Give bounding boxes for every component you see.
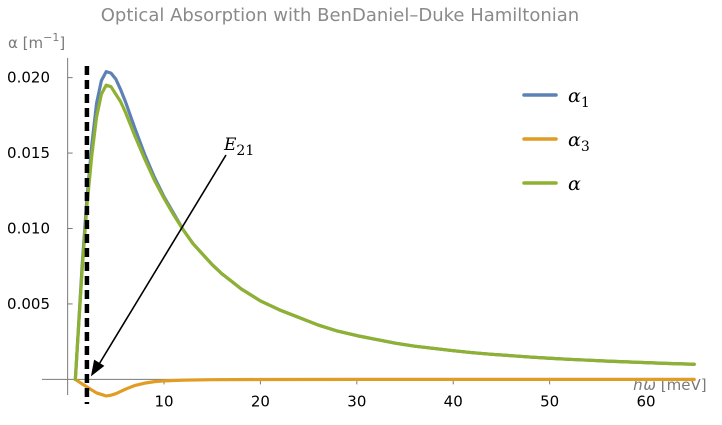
y-axis-label-sup: −1: [43, 31, 59, 44]
y-axis-label-close: ]: [59, 34, 65, 52]
y-tick-label: 0.010: [7, 220, 50, 238]
y-tick-label: 0.005: [7, 295, 50, 313]
e21-label-sub: 21: [236, 143, 254, 159]
x-tick-label: 60: [636, 392, 655, 410]
x-tick-label: 20: [251, 392, 270, 410]
x-tick-label: 30: [347, 392, 366, 410]
x-tick-label: 50: [540, 392, 559, 410]
legend-label-main: α: [568, 173, 581, 195]
legend-label-main: α: [568, 129, 581, 151]
x-tick-label: 10: [154, 392, 173, 410]
legend-label-main: α: [568, 85, 581, 107]
legend-label-3: α3: [568, 129, 590, 155]
series-lines: [73, 70, 696, 398]
legend-label-sub: 1: [581, 95, 590, 111]
y-tick-label: 0.015: [7, 144, 50, 162]
series-line-total: [73, 83, 696, 381]
series-line-3: [73, 377, 696, 398]
y-axis-label-main: α [m: [8, 34, 43, 52]
e21-label: E21: [223, 135, 254, 159]
annotations: E21: [84, 66, 254, 404]
e21-arrow-head: [90, 359, 105, 377]
series-line-1: [73, 70, 696, 381]
e21-arrow-shaft: [98, 154, 227, 365]
axis-ticks: 10 20 30 40 50 60 0.005 0.010 0.015 0.020: [7, 69, 656, 411]
y-axis-label: α [m−1]: [8, 31, 65, 52]
e21-label-main: E: [223, 135, 237, 155]
chart-title: Optical Absorption with BenDaniel–Duke H…: [101, 5, 579, 26]
y-tick-label: 0.020: [7, 69, 50, 87]
x-tick-label: 40: [444, 392, 463, 410]
legend-label-1: α1: [568, 85, 590, 111]
legend-label-total: α: [568, 173, 581, 195]
legend-label-sub: 3: [581, 139, 590, 155]
